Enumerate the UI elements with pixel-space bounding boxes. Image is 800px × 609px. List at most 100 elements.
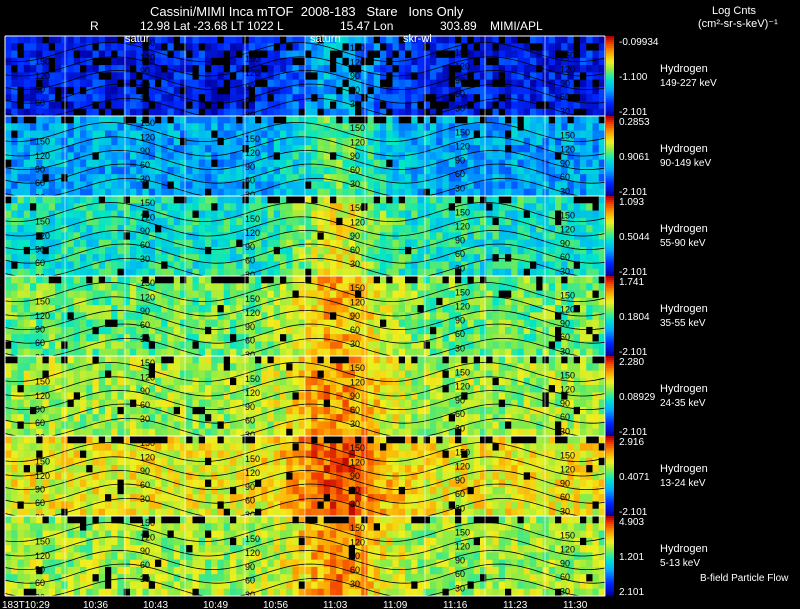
colorbar-step [606, 316, 614, 319]
contour-label: 90 [350, 391, 360, 401]
colorbar-step [606, 424, 614, 427]
colorbar-step [606, 502, 614, 505]
colorbar-step [606, 328, 614, 331]
colorbar-step [606, 284, 614, 287]
colorbar-step [606, 218, 614, 221]
contour-label: 30 [455, 183, 465, 193]
colorbar-step [606, 352, 614, 355]
contour-label: 90 [455, 75, 465, 85]
colorbar-step [606, 74, 614, 77]
contour-label: 120 [245, 228, 260, 238]
contour-label: 60 [140, 560, 150, 570]
colorbar-step [606, 554, 614, 557]
contour-label: 60 [140, 320, 150, 330]
x-tick-label: 11:16 [443, 600, 468, 609]
contour-label: 120 [560, 225, 575, 235]
x-tick-label: 11:09 [383, 600, 408, 609]
colorbar-step [606, 350, 614, 353]
contour-label: 60 [350, 85, 360, 95]
contour-label: 120 [245, 68, 260, 78]
contour-label: 150 [560, 450, 575, 460]
colorbar-step [606, 208, 614, 211]
contour-label: 30 [560, 426, 570, 436]
contour-label: 60 [140, 400, 150, 410]
contour-label: 30 [140, 574, 150, 584]
colorbar-step [606, 324, 614, 327]
colorbar-step [606, 560, 614, 563]
colorbar-step [606, 488, 614, 491]
contour-label: 90 [455, 235, 465, 245]
contour-label: 30 [35, 593, 45, 603]
contour-label: 90 [560, 158, 570, 168]
colorbar-step [606, 392, 614, 395]
colorbar-step [606, 442, 614, 445]
colorbar-step [606, 106, 614, 109]
panel-species: Hydrogen [660, 143, 708, 155]
colorbar-step [606, 556, 614, 559]
colorbar-step [606, 550, 614, 553]
colorbar-step [606, 146, 614, 149]
colorbar-step [606, 444, 614, 447]
colorbar-step [606, 182, 614, 185]
contour-label: 150 [35, 457, 50, 467]
colorbar-step [606, 540, 614, 543]
colorbar-step [606, 382, 614, 385]
colorbar-step [606, 130, 614, 133]
colorbar-max: 2.916 [619, 437, 644, 448]
colorbar-step [606, 144, 614, 147]
contour-label: 30 [455, 503, 465, 513]
colorbar-step [606, 404, 614, 407]
contour-label: 150 [140, 278, 155, 288]
contour-label: 60 [35, 178, 45, 188]
colorbar-step [606, 320, 614, 323]
colorbar-step [606, 196, 614, 199]
colorbar-step [606, 230, 614, 233]
colorbar-step [606, 174, 614, 177]
colorbar-step [606, 518, 614, 521]
contour-label: 60 [560, 172, 570, 182]
contour-label: 60 [35, 258, 45, 268]
chart-title: Cassini/MIMI Inca mTOF 2008-183 Stare Io… [150, 4, 464, 19]
contour-label: 120 [560, 305, 575, 315]
panel-energy: 55-90 keV [660, 238, 706, 249]
panel-energy: 13-24 keV [660, 478, 706, 489]
colorbar-step [606, 248, 614, 251]
colorbar-step [606, 576, 614, 579]
colorbar-step [606, 256, 614, 259]
contour-label: 90 [350, 471, 360, 481]
colorbar-step [606, 206, 614, 209]
colorbar-step [606, 112, 614, 115]
contour-label: 60 [455, 169, 465, 179]
footer-label: B-field Particle Flow [700, 573, 789, 584]
x-tick-label: 10:43 [143, 600, 168, 609]
colorbar-step [606, 436, 614, 439]
colorbar-mid: 0.4071 [619, 472, 650, 483]
contour-label: 120 [455, 542, 470, 552]
colorbar-step [606, 476, 614, 479]
contour-label: 150 [560, 370, 575, 380]
panel-energy: 24-35 keV [660, 398, 706, 409]
colorbar-step [606, 446, 614, 449]
colorbar-step [606, 486, 614, 489]
contour-label: 60 [350, 245, 360, 255]
x-tick-label: 183T10:29 [2, 600, 50, 609]
colorbar-step [606, 38, 614, 41]
info-main: 12.98 Lat -23.68 LT 1022 L [140, 19, 284, 33]
colorbar-step [606, 210, 614, 213]
colorbar-step [606, 568, 614, 571]
colorbar-step [606, 70, 614, 73]
contour-label: 120 [350, 138, 365, 148]
colorbar-step [606, 80, 614, 83]
colorbar-step [606, 402, 614, 405]
panel-cells [5, 356, 606, 437]
contour-label: 60 [560, 92, 570, 102]
colorbar-mid: 0.1804 [619, 312, 650, 323]
colorbar-step [606, 114, 614, 117]
colorbar-step [606, 166, 614, 169]
contour-label: 120 [455, 62, 470, 72]
colorbar-step [606, 438, 614, 441]
contour-label: 120 [35, 151, 50, 161]
x-tick-label: 10:56 [263, 600, 288, 609]
colorbar-step [606, 280, 614, 283]
colorbar-step [606, 194, 614, 197]
